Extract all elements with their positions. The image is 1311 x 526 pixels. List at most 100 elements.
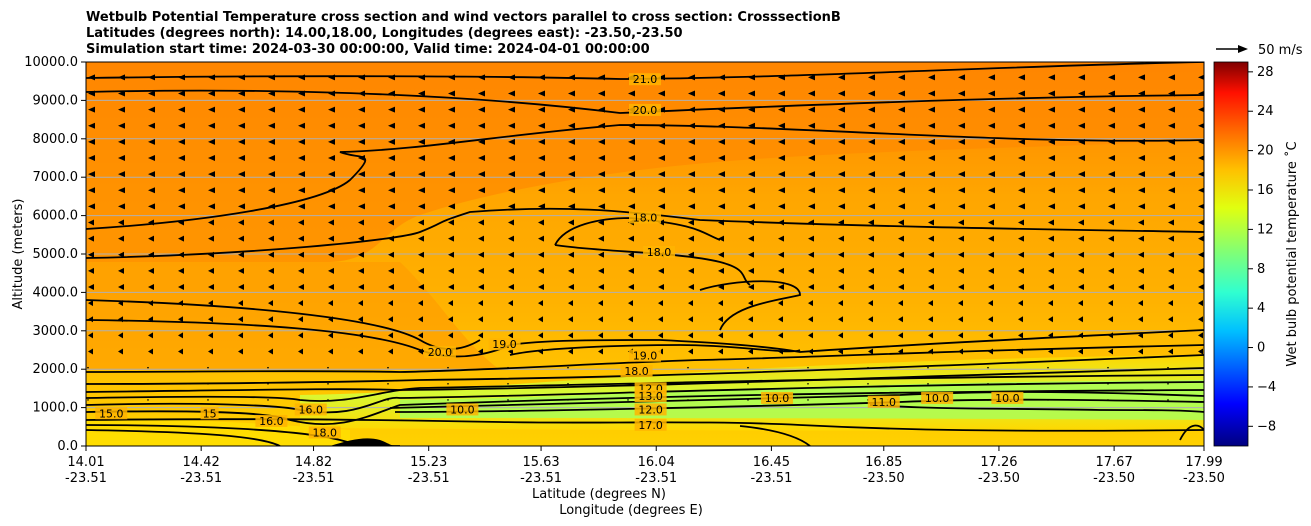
wind-arrow (88, 106, 95, 113)
contour-20-upper (86, 89, 1204, 114)
wind-arrow (1108, 300, 1113, 307)
wind-arrow (658, 122, 665, 129)
contour-15 (86, 381, 1204, 414)
wind-arrow (148, 267, 154, 274)
wind-arrow (508, 138, 515, 145)
wind-arrow (418, 284, 424, 291)
wind-arrow (928, 90, 935, 97)
wind-arrow (988, 74, 995, 81)
wind-arrow (808, 316, 813, 323)
wind-arrow (718, 348, 723, 355)
wind-arrow (1078, 235, 1084, 242)
contour-label: 20.0 (423, 345, 456, 359)
wind-arrow (658, 90, 665, 97)
wind-arrow (958, 122, 965, 129)
wind-arrow (898, 251, 904, 258)
wind-arrow (1138, 138, 1145, 145)
wind-arrow (778, 251, 784, 258)
wind-arrow (88, 171, 95, 178)
wind-dot (87, 382, 89, 385)
wind-arrow (568, 284, 574, 291)
wind-arrow (1108, 171, 1115, 178)
x-tick-label-lon: -23.50 (1183, 471, 1225, 486)
wind-arrow (808, 74, 815, 81)
wind-arrow (448, 74, 455, 81)
x-tick-label-lon: -23.51 (520, 471, 562, 486)
wind-arrow (988, 138, 995, 145)
wind-arrow (1138, 90, 1145, 97)
wind-arrow (388, 138, 395, 145)
wind-arrow (478, 187, 485, 194)
wind-arrow (1018, 106, 1025, 113)
wind-arrow (538, 300, 543, 307)
wind-arrow (88, 267, 94, 274)
wind-arrow (238, 251, 244, 258)
y-tick-label: 5000.0 (33, 247, 79, 262)
wind-arrow (958, 219, 964, 226)
wind-arrow (1018, 138, 1025, 145)
wind-arrow (1198, 90, 1204, 97)
x-tick-label-lat: 17.99 (1185, 455, 1222, 470)
wind-arrow (568, 300, 573, 307)
wind-arrow (598, 332, 603, 339)
x-tick-label-lon: -23.51 (635, 471, 677, 486)
wind-arrow (1018, 74, 1025, 81)
wind-arrow (448, 187, 455, 194)
contour-17 (86, 367, 1204, 393)
wind-arrow (988, 251, 994, 258)
wind-arrow (658, 267, 664, 274)
wind-dot (987, 382, 989, 385)
wind-arrow (1048, 284, 1054, 291)
wind-arrow (928, 284, 934, 291)
y-tick-label: 9000.0 (33, 93, 79, 108)
wind-arrow (358, 332, 363, 339)
contour-label: 21.0 (629, 73, 661, 86)
wind-arrow (1198, 171, 1204, 177)
wind-arrow (598, 122, 605, 129)
wind-arrow (868, 187, 875, 194)
wind-arrow (148, 106, 155, 113)
wind-arrow (418, 219, 424, 226)
contour-13 (389, 391, 1204, 409)
wind-arrow (88, 316, 93, 323)
wind-arrow (1048, 187, 1055, 194)
wind-arrow (958, 155, 965, 161)
wind-arrow (268, 300, 273, 307)
wind-arrow (1108, 267, 1114, 274)
wind-arrow (478, 203, 485, 210)
x-axis-label-lat: Latitude (degrees N) (532, 487, 666, 502)
wind-arrow (298, 90, 305, 97)
wind-arrow (868, 203, 875, 210)
contour-labels: 21.0 20.0 18.0 18.0 20.0 19.0 19.0 18.0 12.013.0… (95, 73, 1024, 439)
wind-arrow (538, 155, 545, 161)
wind-arrow (118, 284, 124, 291)
wind-arrow (628, 203, 635, 210)
wind-arrow (1078, 203, 1085, 210)
wind-arrow (388, 267, 394, 274)
wind-arrow (1138, 332, 1143, 339)
wind-dot (747, 382, 749, 385)
contour-19-c (86, 344, 1204, 373)
wind-arrow (748, 267, 754, 274)
wind-arrow (1108, 332, 1113, 339)
wind-arrow (1138, 235, 1144, 242)
wind-arrow (478, 235, 484, 242)
wind-arrow (778, 106, 785, 113)
y-tick-label: 8000.0 (33, 132, 79, 147)
wind-arrow (1198, 284, 1204, 291)
svg-text:16.0: 16.0 (259, 415, 284, 428)
wind-arrow (568, 74, 575, 81)
wind-arrow (448, 138, 455, 145)
wind-arrow (1018, 300, 1023, 307)
wind-arrow (238, 74, 245, 81)
wind-arrow (88, 122, 95, 129)
wind-arrow (178, 203, 185, 210)
wind-arrow (1048, 171, 1055, 178)
wind-arrow (838, 106, 845, 113)
wind-arrow (268, 171, 275, 178)
wind-arrow (1168, 90, 1175, 97)
wind-arrow (508, 122, 515, 129)
wind-arrow (988, 300, 993, 307)
wind-arrow (118, 187, 125, 194)
wind-arrow (928, 106, 935, 113)
